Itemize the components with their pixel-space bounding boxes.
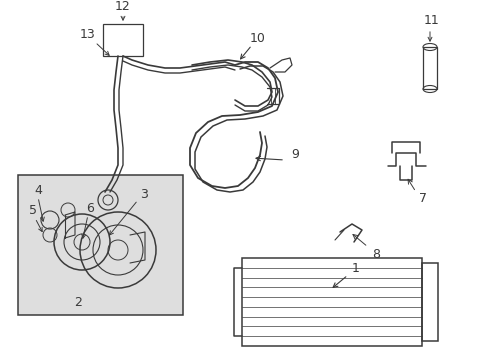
Text: 3: 3 bbox=[140, 189, 148, 202]
Bar bbox=[242, 258, 421, 346]
Text: 6: 6 bbox=[86, 202, 94, 215]
Text: 7: 7 bbox=[418, 192, 426, 204]
Bar bbox=[422, 47, 436, 89]
Text: 12: 12 bbox=[115, 0, 131, 13]
Text: 1: 1 bbox=[351, 261, 359, 274]
Text: 13: 13 bbox=[80, 28, 96, 41]
Text: 5: 5 bbox=[29, 203, 37, 216]
Bar bbox=[421, 263, 437, 341]
Text: 11: 11 bbox=[423, 14, 439, 27]
Text: 4: 4 bbox=[34, 184, 42, 197]
Bar bbox=[18, 175, 183, 315]
Text: 2: 2 bbox=[74, 296, 82, 309]
Text: 10: 10 bbox=[249, 31, 265, 45]
Bar bbox=[103, 24, 142, 56]
Text: 9: 9 bbox=[290, 148, 298, 162]
Text: 8: 8 bbox=[371, 248, 379, 261]
